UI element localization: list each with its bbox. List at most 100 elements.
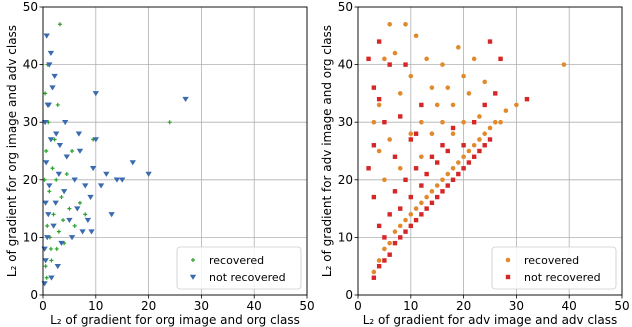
data-point-recovered <box>45 223 50 228</box>
data-point-not-recovered <box>382 120 387 125</box>
data-point-recovered <box>466 91 472 96</box>
data-point-not-recovered <box>371 85 377 90</box>
data-point-recovered <box>376 102 382 108</box>
x-tick-label: 10 <box>403 299 418 313</box>
x-tick-label: 0 <box>354 299 362 313</box>
data-point-not-recovered <box>47 137 55 143</box>
data-point-not-recovered <box>82 183 89 189</box>
data-point-recovered <box>43 91 48 96</box>
data-point-not-recovered <box>41 246 48 252</box>
data-point-recovered <box>397 91 403 96</box>
data-point-not-recovered <box>71 177 78 183</box>
data-point-recovered <box>56 229 61 234</box>
legend-marker <box>505 257 511 263</box>
data-point-recovered <box>456 45 461 50</box>
data-point-recovered <box>445 85 451 90</box>
data-point-recovered <box>392 50 398 56</box>
data-point-not-recovered <box>145 171 152 177</box>
data-point-not-recovered <box>440 189 445 194</box>
data-point-not-recovered <box>524 96 530 102</box>
data-point-recovered <box>487 125 493 131</box>
data-point-recovered <box>461 119 466 125</box>
data-point-recovered <box>413 33 419 39</box>
data-point-recovered <box>434 183 440 188</box>
y-tick-label: 0 <box>30 288 38 302</box>
data-point-recovered <box>466 148 472 154</box>
data-point-not-recovered <box>482 102 487 108</box>
data-point-recovered <box>67 206 72 211</box>
data-point-recovered <box>376 148 382 154</box>
data-point-not-recovered <box>52 200 59 206</box>
data-point-recovered <box>49 258 54 263</box>
data-point-recovered <box>503 108 509 113</box>
data-point-not-recovered <box>435 194 440 200</box>
data-point-not-recovered <box>471 154 477 159</box>
x-tick-label: 30 <box>509 299 524 313</box>
data-point-not-recovered <box>61 119 69 126</box>
data-point-not-recovered <box>56 143 64 149</box>
data-point-not-recovered <box>54 263 61 270</box>
data-point-not-recovered <box>387 252 392 257</box>
data-point-not-recovered <box>376 96 382 102</box>
data-point-recovered <box>387 137 392 142</box>
data-point-recovered <box>450 131 456 137</box>
data-point-not-recovered <box>450 177 456 182</box>
data-point-recovered <box>419 154 424 160</box>
data-point-not-recovered <box>392 154 398 159</box>
data-point-recovered <box>477 114 482 119</box>
data-point-not-recovered <box>408 137 413 142</box>
data-point-not-recovered <box>403 177 408 182</box>
legend-label: not recovered <box>209 271 286 284</box>
data-point-recovered <box>44 149 49 153</box>
data-point-recovered <box>382 177 387 183</box>
data-point-not-recovered <box>42 200 49 206</box>
y-tick-label: 0 <box>345 288 353 302</box>
data-point-not-recovered <box>371 194 377 200</box>
data-point-recovered <box>59 195 64 200</box>
x-tick-label: 30 <box>194 299 209 313</box>
legend-label: recovered <box>209 254 264 267</box>
data-point-not-recovered <box>46 62 53 68</box>
x-axis-label: L₂ of gradient for org image and org cla… <box>50 313 300 327</box>
data-point-not-recovered <box>376 39 382 44</box>
data-point-not-recovered <box>103 171 110 177</box>
data-point-recovered <box>514 102 519 108</box>
data-point-recovered <box>471 142 477 148</box>
data-point-not-recovered <box>413 166 419 171</box>
data-point-not-recovered <box>403 229 408 234</box>
data-point-not-recovered <box>129 160 136 166</box>
data-point-recovered <box>51 212 56 217</box>
data-point-recovered <box>498 119 503 125</box>
data-point-not-recovered <box>424 206 429 211</box>
data-point-recovered <box>43 264 48 269</box>
data-point-recovered <box>54 177 59 182</box>
data-point-recovered <box>424 194 429 200</box>
data-point-not-recovered <box>419 183 424 188</box>
data-point-not-recovered <box>88 229 95 235</box>
data-point-recovered <box>167 120 172 125</box>
data-point-not-recovered <box>435 160 440 165</box>
data-point-recovered <box>47 189 52 194</box>
data-point-not-recovered <box>366 166 371 171</box>
data-point-not-recovered <box>429 200 435 206</box>
data-point-recovered <box>46 120 51 125</box>
data-point-recovered <box>461 73 466 79</box>
data-point-not-recovered <box>371 143 377 148</box>
data-point-not-recovered <box>46 183 53 189</box>
data-point-not-recovered <box>424 171 429 177</box>
data-point-not-recovered <box>68 235 76 241</box>
x-tick-label: 20 <box>141 299 156 313</box>
data-point-not-recovered <box>79 229 86 235</box>
data-point-not-recovered <box>493 91 498 96</box>
data-point-recovered <box>54 246 59 251</box>
data-point-not-recovered <box>55 171 63 177</box>
data-point-not-recovered <box>53 131 60 137</box>
data-point-not-recovered <box>43 33 50 39</box>
y-tick-label: 50 <box>23 0 38 14</box>
data-point-not-recovered <box>398 235 403 240</box>
data-point-recovered <box>471 56 477 62</box>
data-point-not-recovered <box>387 212 392 217</box>
data-point-not-recovered <box>44 102 51 108</box>
data-point-not-recovered <box>42 258 49 264</box>
